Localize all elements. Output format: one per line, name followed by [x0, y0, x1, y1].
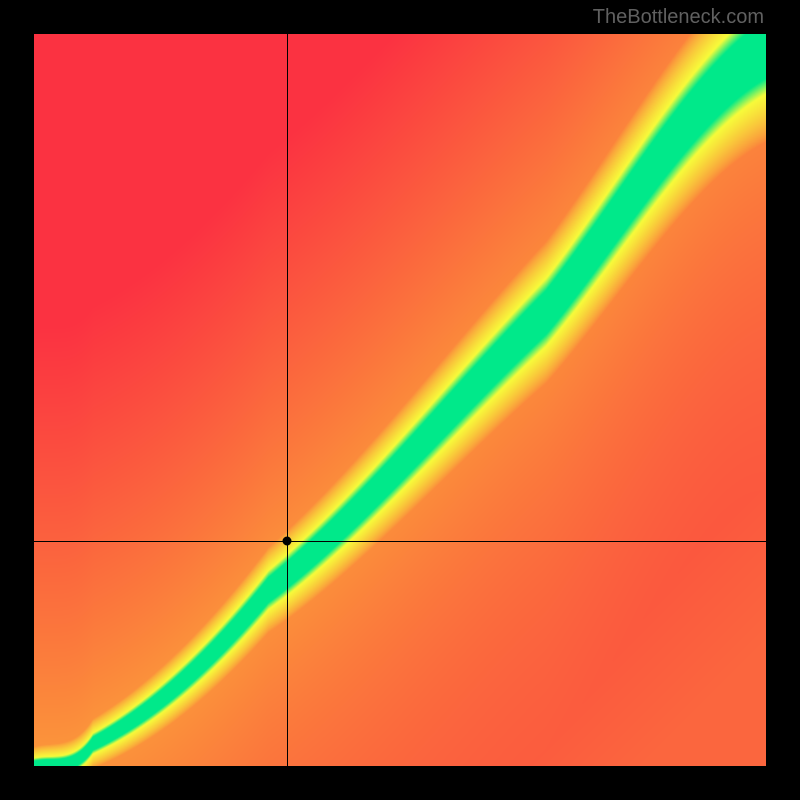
heatmap-canvas: [34, 34, 766, 766]
crosshair-vertical: [287, 34, 288, 766]
watermark-text: TheBottleneck.com: [593, 6, 764, 29]
marker-dot: [282, 536, 291, 545]
plot-area: [34, 34, 766, 766]
crosshair-horizontal: [34, 541, 766, 542]
